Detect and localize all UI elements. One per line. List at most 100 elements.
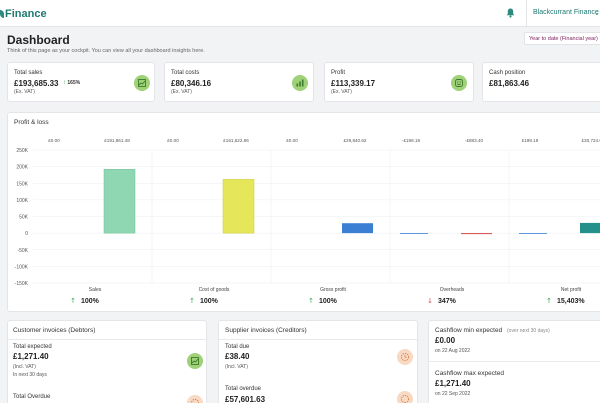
total-due-value: £38.40 [225,352,250,361]
customer-invoices-title: Customer invoices (Debtors) [13,327,96,334]
kpi-label: Profit [331,70,346,76]
divider [219,339,419,340]
y-tick-label: 50K [19,215,29,221]
kpi-note: (Ex. VAT) [14,89,35,95]
y-tick-label: 100K [16,198,28,204]
profit-loss-title: Profit & loss [14,119,49,126]
total-expected-value: £1,271.40 [13,352,49,361]
bar-data-label: £0.00 [167,138,179,143]
bar-data-label: £29,840.62 [344,138,367,143]
total-expected-note: (Incl. VAT) [13,364,36,370]
top-bar: Finance Blackcurrant Finance ⌄ [0,0,600,27]
divider [8,339,208,340]
logo-leaf-icon [0,10,4,18]
divider [429,361,600,362]
customer-invoices-card: Customer invoices (Debtors) Total expect… [7,320,208,403]
line-chart-icon [134,75,150,91]
cashflow-card: Cashflow min expected (over next 30 days… [428,320,600,403]
kpi-label: Total costs [171,70,200,76]
total-due-note: (Incl. VAT) [225,364,248,370]
category-percent: 347% [438,298,457,305]
bar-data-label: £191,861.48 [104,138,130,143]
y-tick-label: 150K [16,181,28,187]
kpi-label: Total sales [14,70,43,76]
kpi-card-cash-position[interactable]: Cash position £81,863.46 [482,62,600,102]
clock-warning-icon [397,349,413,365]
category-label: Cost of goods [199,287,230,293]
kpi-note: (Ex. VAT) [331,89,352,95]
bar-chart-icon [292,75,308,91]
arrow-up-icon: ↑ [70,297,76,305]
category-percent: 100% [200,298,219,305]
cashflow-min-hint: (over next 30 days) [507,328,550,334]
kpi-note: (Ex. VAT) [171,89,192,95]
arrow-up-icon: ↑ [189,297,195,305]
warning-icon [187,395,203,403]
bar-data-label: £0.00 [48,138,60,143]
cashflow-min-date: on 22 Aug 2022 [435,348,471,354]
y-tick-label: 250K [16,148,28,154]
supplier-total-overdue-label: Total overdue [225,386,262,392]
cashflow-min-value: £0.00 [435,336,456,345]
category-label: Overheads [440,287,465,293]
page-subtitle: Think of this page as your cockpit. You … [7,48,205,54]
y-tick-label: -50K [17,248,28,254]
y-tick-label: 0 [25,231,28,237]
category-label: Net profit [561,287,582,293]
customer-total-overdue-label: Total Overdue [13,394,51,400]
bar-data-label: £0.00 [286,138,298,143]
supplier-total-overdue-value: £57,601.63 [225,395,266,403]
kpi-value: £113,339.17 [331,79,376,88]
logo-text: Finance [5,8,47,20]
smile-icon [451,75,467,91]
bar-cost-of-goods [222,179,255,234]
bar-data-label: £198.19 [522,138,539,143]
company-switcher[interactable]: Blackcurrant Finance [533,9,599,16]
kpi-trend: ↑ 165% [63,80,80,86]
category-percent: 15,403% [557,298,585,305]
total-expected-label: Total expected [13,344,52,350]
arrow-up-icon: ↑ [308,297,314,305]
category-label: Gross profit [320,287,346,293]
bar-sales [103,169,136,234]
kpi-trend-value: 165% [67,80,81,86]
kpi-value: £193,685.33 [14,79,59,88]
bar-data-label: £161,622.86 [223,138,249,143]
arrow-up-icon: ↑ [546,297,552,305]
logo[interactable]: Finance [0,8,47,20]
y-tick-label: 200K [16,165,28,171]
total-due-label: Total due [225,344,250,350]
bar-data-label: £30,724.02 [582,138,600,143]
chevron-down-icon[interactable]: ⌄ [594,10,600,17]
category-percent: 100% [81,298,100,305]
kpi-value: £81,863.46 [489,79,530,88]
top-separator [526,0,527,27]
bar-overheads [461,233,492,235]
supplier-invoices-card: Supplier invoices (Creditors) Total due … [218,320,419,403]
cashflow-max-label: Cashflow max expected [435,370,505,377]
arrow-up-icon: ↑ [63,80,66,86]
arrow-down-icon: ↓ [427,297,433,305]
page-title: Dashboard [7,33,70,47]
bar-gross-profit [342,223,373,234]
bar-data-label: -£198.19 [402,138,421,143]
y-tick-label: -100K [15,264,29,270]
kpi-card-total-costs[interactable]: Total costs £80,346.16 (Ex. VAT) [164,62,314,102]
bar-data-label: -£883.40 [465,138,484,143]
kpi-label: Cash position [489,70,526,76]
period-selector[interactable]: Year to date (Financial year) [524,32,600,45]
line-chart-icon [187,353,203,369]
bar-net-profit-a [519,233,547,234]
bell-icon[interactable] [506,8,515,18]
total-expected-window: In next 30 days [13,372,47,378]
cashflow-max-value: £1,271.40 [435,379,471,388]
bar-overheads-a [400,233,428,234]
cashflow-max-date: on 22 Sep 2022 [435,391,471,397]
bar-net-profit [580,222,600,234]
cashflow-min-label: Cashflow min expected [435,327,503,334]
kpi-value: £80,346.16 [171,79,212,88]
y-tick-label: -150K [15,281,29,287]
kpi-card-profit[interactable]: Profit £113,339.17 (Ex. VAT) [324,62,474,102]
profit-loss-chart: 250K 200K 150K 100K 50K 0 -50K -100K -150K £0.00 £… [15,138,600,305]
kpi-card-total-sales[interactable]: Total sales £193,685.33 ↑ 165% (Ex. VAT) [7,62,155,102]
